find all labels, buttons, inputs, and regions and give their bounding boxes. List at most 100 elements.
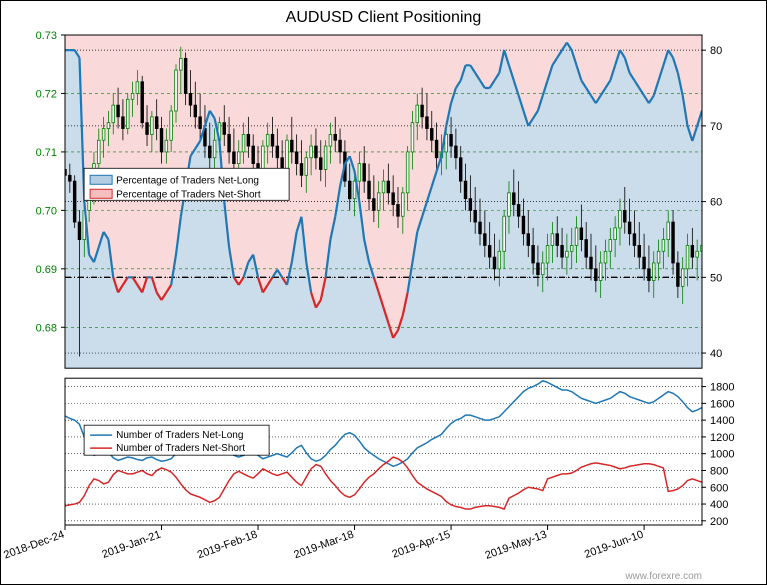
candle-body	[672, 222, 675, 263]
ytick-right: 60	[710, 197, 722, 209]
ytick-left: 0.71	[36, 147, 57, 159]
candle-body	[97, 140, 100, 163]
candle-body	[126, 99, 129, 128]
candle-body	[387, 181, 390, 193]
candle-body	[561, 245, 564, 257]
candle-body	[512, 193, 515, 205]
candle-body	[368, 181, 371, 199]
candle-body	[657, 251, 660, 263]
ytick-bottom: 400	[710, 499, 728, 511]
candle-body	[479, 222, 482, 234]
candle-body	[252, 146, 255, 164]
ytick-left: 0.72	[36, 88, 57, 100]
candle-body	[180, 58, 183, 70]
candle-body	[595, 269, 598, 281]
candle-body	[503, 216, 506, 251]
line-short-count	[65, 457, 702, 509]
candle-body	[194, 105, 197, 117]
candle-body	[107, 123, 110, 129]
candle-body	[160, 129, 163, 152]
candle-body	[623, 210, 626, 222]
candle-body	[459, 158, 462, 181]
candle-body	[213, 140, 216, 158]
candle-body	[686, 245, 689, 268]
candle-body	[426, 117, 429, 129]
candle-body	[233, 152, 236, 164]
candle-body	[464, 181, 467, 199]
candle-body	[435, 140, 438, 158]
ytick-left: 0.69	[36, 264, 57, 276]
candle-body	[541, 263, 544, 275]
candle-body	[474, 210, 477, 222]
candle-body	[450, 134, 453, 146]
candle-body	[184, 58, 187, 93]
candle-body	[614, 228, 617, 240]
candle-body	[170, 111, 173, 140]
chart-title: AUDUSD Client Positioning	[286, 9, 482, 26]
candle-body	[599, 263, 602, 281]
candle-body	[570, 245, 573, 251]
ytick-right: 70	[710, 121, 722, 133]
ytick-left: 0.73	[36, 30, 57, 42]
candle-body	[604, 251, 607, 263]
candle-body	[208, 146, 211, 158]
candle-body	[329, 134, 332, 146]
candle-body	[73, 181, 76, 222]
candle-body	[69, 175, 72, 181]
candle-body	[677, 263, 680, 286]
candle-body	[339, 140, 342, 152]
candle-body	[638, 245, 641, 257]
candle-body	[271, 134, 274, 146]
legend-label-bottom: Number of Traders Net-Short	[116, 443, 245, 454]
candle-body	[228, 134, 231, 152]
legend-swatch	[90, 189, 112, 198]
candle-body	[498, 251, 501, 269]
candle-body	[373, 199, 376, 211]
candle-body	[136, 82, 139, 94]
legend-label-bottom: Number of Traders Net-Long	[116, 430, 243, 441]
candle-body	[189, 93, 192, 105]
candle-body	[295, 152, 298, 164]
candle-body	[580, 228, 583, 240]
ytick-left: 0.70	[36, 205, 57, 217]
candle-body	[401, 193, 404, 216]
candle-body	[102, 129, 105, 141]
candle-body	[117, 105, 120, 117]
candle-body	[522, 216, 525, 234]
candle-body	[382, 181, 385, 193]
candle-body	[363, 164, 366, 182]
candle-body	[493, 257, 496, 269]
candle-body	[165, 140, 168, 152]
xtick-label: 2019-Jan-21	[100, 529, 162, 561]
candle-body	[585, 240, 588, 258]
candle-body	[305, 158, 308, 176]
candle-body	[281, 158, 284, 170]
chart-container: AUDUSD Client Positioning www.forexre.com…	[0, 0, 767, 585]
candle-body	[416, 105, 419, 123]
candle-body	[696, 251, 699, 257]
legend-label: Percentage of Traders Net-Short	[116, 189, 261, 200]
chart-svg: AUDUSD Client Positioning www.forexre.com…	[0, 0, 767, 585]
candle-body	[421, 105, 424, 117]
candle-body	[508, 193, 511, 216]
watermark: www.forexre.com	[624, 571, 702, 582]
candle-body	[319, 158, 322, 170]
ytick-bottom: 1600	[710, 398, 734, 410]
candle-body	[290, 140, 293, 152]
candle-body	[334, 134, 337, 140]
ytick-right: 50	[710, 272, 722, 284]
candle-body	[122, 117, 125, 129]
xtick-label: 2019-Mar-18	[292, 529, 355, 562]
candle-body	[141, 82, 144, 123]
candle-body	[662, 240, 665, 252]
candle-body	[310, 146, 313, 158]
candle-body	[469, 199, 472, 211]
ytick-left: 0.68	[36, 322, 57, 334]
candle-body	[223, 123, 226, 135]
candle-body	[78, 222, 81, 240]
ytick-bottom: 1800	[710, 382, 734, 394]
candle-body	[397, 205, 400, 217]
candle-body	[199, 117, 202, 129]
candle-body	[633, 234, 636, 246]
candle-body	[628, 222, 631, 234]
